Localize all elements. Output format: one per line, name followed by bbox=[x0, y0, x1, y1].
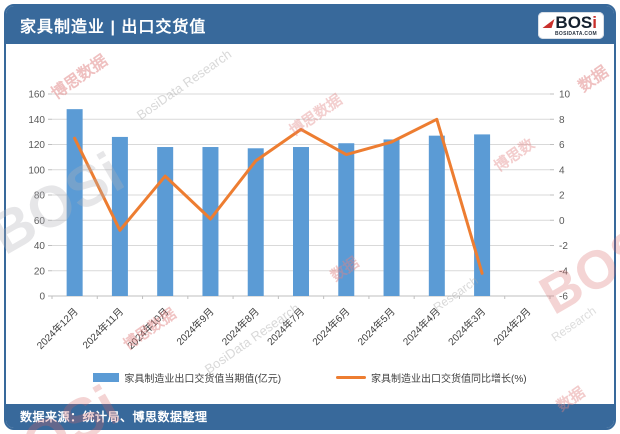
bar bbox=[202, 147, 219, 296]
combo-chart: 0 20 40 60 80 100 120 140 160 -6 -4 -2 0 2 4 6 8 10 2024年1… bbox=[28, 90, 571, 352]
right-axis-label: 6 bbox=[559, 140, 565, 151]
footer-bar: 数据来源：统计局、博思数据整理 bbox=[6, 404, 614, 428]
left-axis-label: 80 bbox=[34, 191, 46, 202]
left-axis-label: 140 bbox=[28, 115, 45, 126]
left-axis-label: 120 bbox=[28, 140, 45, 151]
logo-text: BOS bbox=[555, 12, 593, 32]
logo-accent-letter: i bbox=[592, 12, 597, 32]
legend-item-bar: 家具制造业出口交货值当期值(亿元) bbox=[93, 370, 281, 385]
header-bar: 家具制造业 | 出口交货值 BOS i BOSIDATA.COM bbox=[6, 6, 614, 44]
x-axis-label: 2024年2月 bbox=[490, 305, 533, 348]
chart-area: 0 20 40 60 80 100 120 140 160 -6 -4 -2 0 2 4 6 8 10 2024年1… bbox=[10, 84, 575, 376]
right-axis-label: 2 bbox=[559, 191, 565, 202]
bosi-logo[interactable]: BOS i BOSIDATA.COM bbox=[538, 11, 604, 39]
logo-triangle-icon bbox=[542, 18, 555, 28]
bar-series-swatch bbox=[93, 372, 120, 382]
bar bbox=[66, 109, 83, 297]
x-axis-label: 2024年7月 bbox=[264, 305, 307, 348]
bar bbox=[338, 143, 355, 296]
left-axis-label: 40 bbox=[34, 241, 46, 252]
logo-wordmark: BOS i bbox=[542, 12, 597, 32]
x-axis-label: 2024年12月 bbox=[34, 305, 81, 352]
left-axis-label: 0 bbox=[39, 292, 45, 303]
bar bbox=[293, 147, 309, 296]
right-axis-label: -2 bbox=[559, 241, 568, 252]
x-axis-label: 2024年3月 bbox=[445, 305, 488, 348]
right-axis-label: -4 bbox=[559, 266, 568, 277]
right-axis-label: 10 bbox=[559, 90, 571, 101]
x-axis-label: 2024年11月 bbox=[80, 305, 126, 351]
line-series-swatch bbox=[336, 375, 367, 379]
chart-legend: 家具制造业出口交货值当期值(亿元) 家具制造业出口交货值同比增长(%) bbox=[6, 368, 614, 386]
logo-subtext: BOSIDATA.COM bbox=[554, 30, 597, 37]
x-axis-label: 2024年9月 bbox=[174, 305, 217, 348]
bar bbox=[247, 148, 264, 296]
left-axis-label: 160 bbox=[28, 90, 45, 101]
bar bbox=[111, 136, 128, 296]
left-axis-label: 60 bbox=[34, 216, 46, 227]
line-series-label: 家具制造业出口交货值同比增长(%) bbox=[371, 373, 527, 385]
chart-card: 家具制造业 | 出口交货值 BOS i BOSIDATA.COM 0 20 40 60… bbox=[4, 4, 616, 430]
legend-item-line: 家具制造业出口交货值同比增长(%) bbox=[336, 370, 527, 385]
right-axis-label: 4 bbox=[559, 165, 565, 176]
bar bbox=[157, 147, 174, 296]
bar bbox=[428, 135, 445, 296]
bar bbox=[383, 139, 400, 296]
right-axis-label: 0 bbox=[559, 216, 565, 227]
right-axis-label: -6 bbox=[559, 292, 568, 303]
right-axis-label: 8 bbox=[559, 115, 565, 126]
x-axis-label: 2024年8月 bbox=[219, 305, 262, 348]
line-series bbox=[73, 117, 484, 275]
left-axis-label: 100 bbox=[28, 165, 45, 176]
page-title: 家具制造业 | 出口交货值 bbox=[20, 19, 207, 36]
x-axis-label: 2024年5月 bbox=[355, 305, 398, 348]
x-axis-label: 2024年4月 bbox=[400, 305, 443, 348]
x-axis-label: 2024年6月 bbox=[309, 305, 352, 348]
left-axis-label: 20 bbox=[34, 266, 46, 277]
data-source-text: 数据来源：统计局、博思数据整理 bbox=[20, 409, 208, 424]
bar-series-label: 家具制造业出口交货值当期值(亿元) bbox=[124, 373, 282, 385]
x-axis-label: 2024年10月 bbox=[124, 305, 171, 352]
